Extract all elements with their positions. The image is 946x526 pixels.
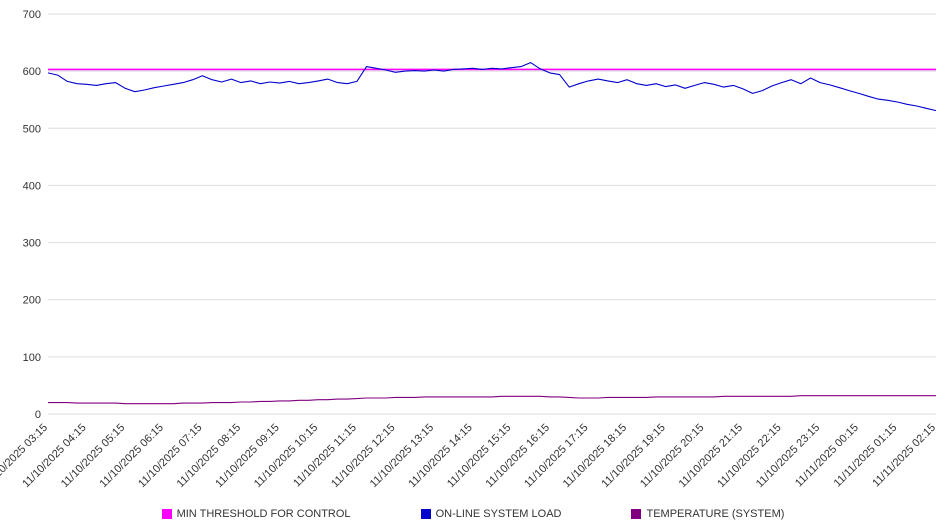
y-axis-tick-labels: 0 100 200 300 400 500 600 700	[23, 9, 41, 421]
legend-label: MIN THRESHOLD FOR CONTROL	[176, 508, 351, 520]
series-line-on-line-system-load	[47, 62, 937, 112]
legend-swatch-icon	[631, 509, 642, 519]
legend-swatch-icon	[161, 509, 172, 519]
legend-label: ON-LINE SYSTEM LOAD	[435, 508, 562, 520]
legend-swatch-icon	[420, 509, 431, 519]
legend-item-min-threshold-for-control[interactable]: MIN THRESHOLD FOR CONTROL	[161, 508, 351, 520]
legend-label: TEMPERATURE (SYSTEM)	[646, 508, 785, 520]
series-line-temperature-system-	[48, 395, 936, 405]
y-tick-label: 700	[23, 9, 41, 21]
gridlines	[48, 13, 936, 415]
chart-legend: MIN THRESHOLD FOR CONTROL ON-LINE SYSTEM …	[0, 508, 946, 520]
y-tick-label: 200	[23, 295, 41, 307]
y-tick-label: 0	[35, 409, 41, 421]
y-tick-label: 400	[23, 180, 41, 192]
y-tick-label: 600	[23, 66, 41, 78]
y-tick-label: 100	[23, 352, 41, 364]
y-tick-label: 500	[23, 123, 41, 135]
legend-item-on-line-system-load[interactable]: ON-LINE SYSTEM LOAD	[420, 508, 562, 520]
y-tick-label: 300	[23, 238, 41, 250]
chart-canvas: 0 100 200 300 400 500 600 700 11/10/2025 03:151…	[0, 9, 938, 490]
legend-item-temperature-system-[interactable]: TEMPERATURE (SYSTEM)	[631, 508, 784, 520]
chart-series-lines	[47, 62, 937, 405]
